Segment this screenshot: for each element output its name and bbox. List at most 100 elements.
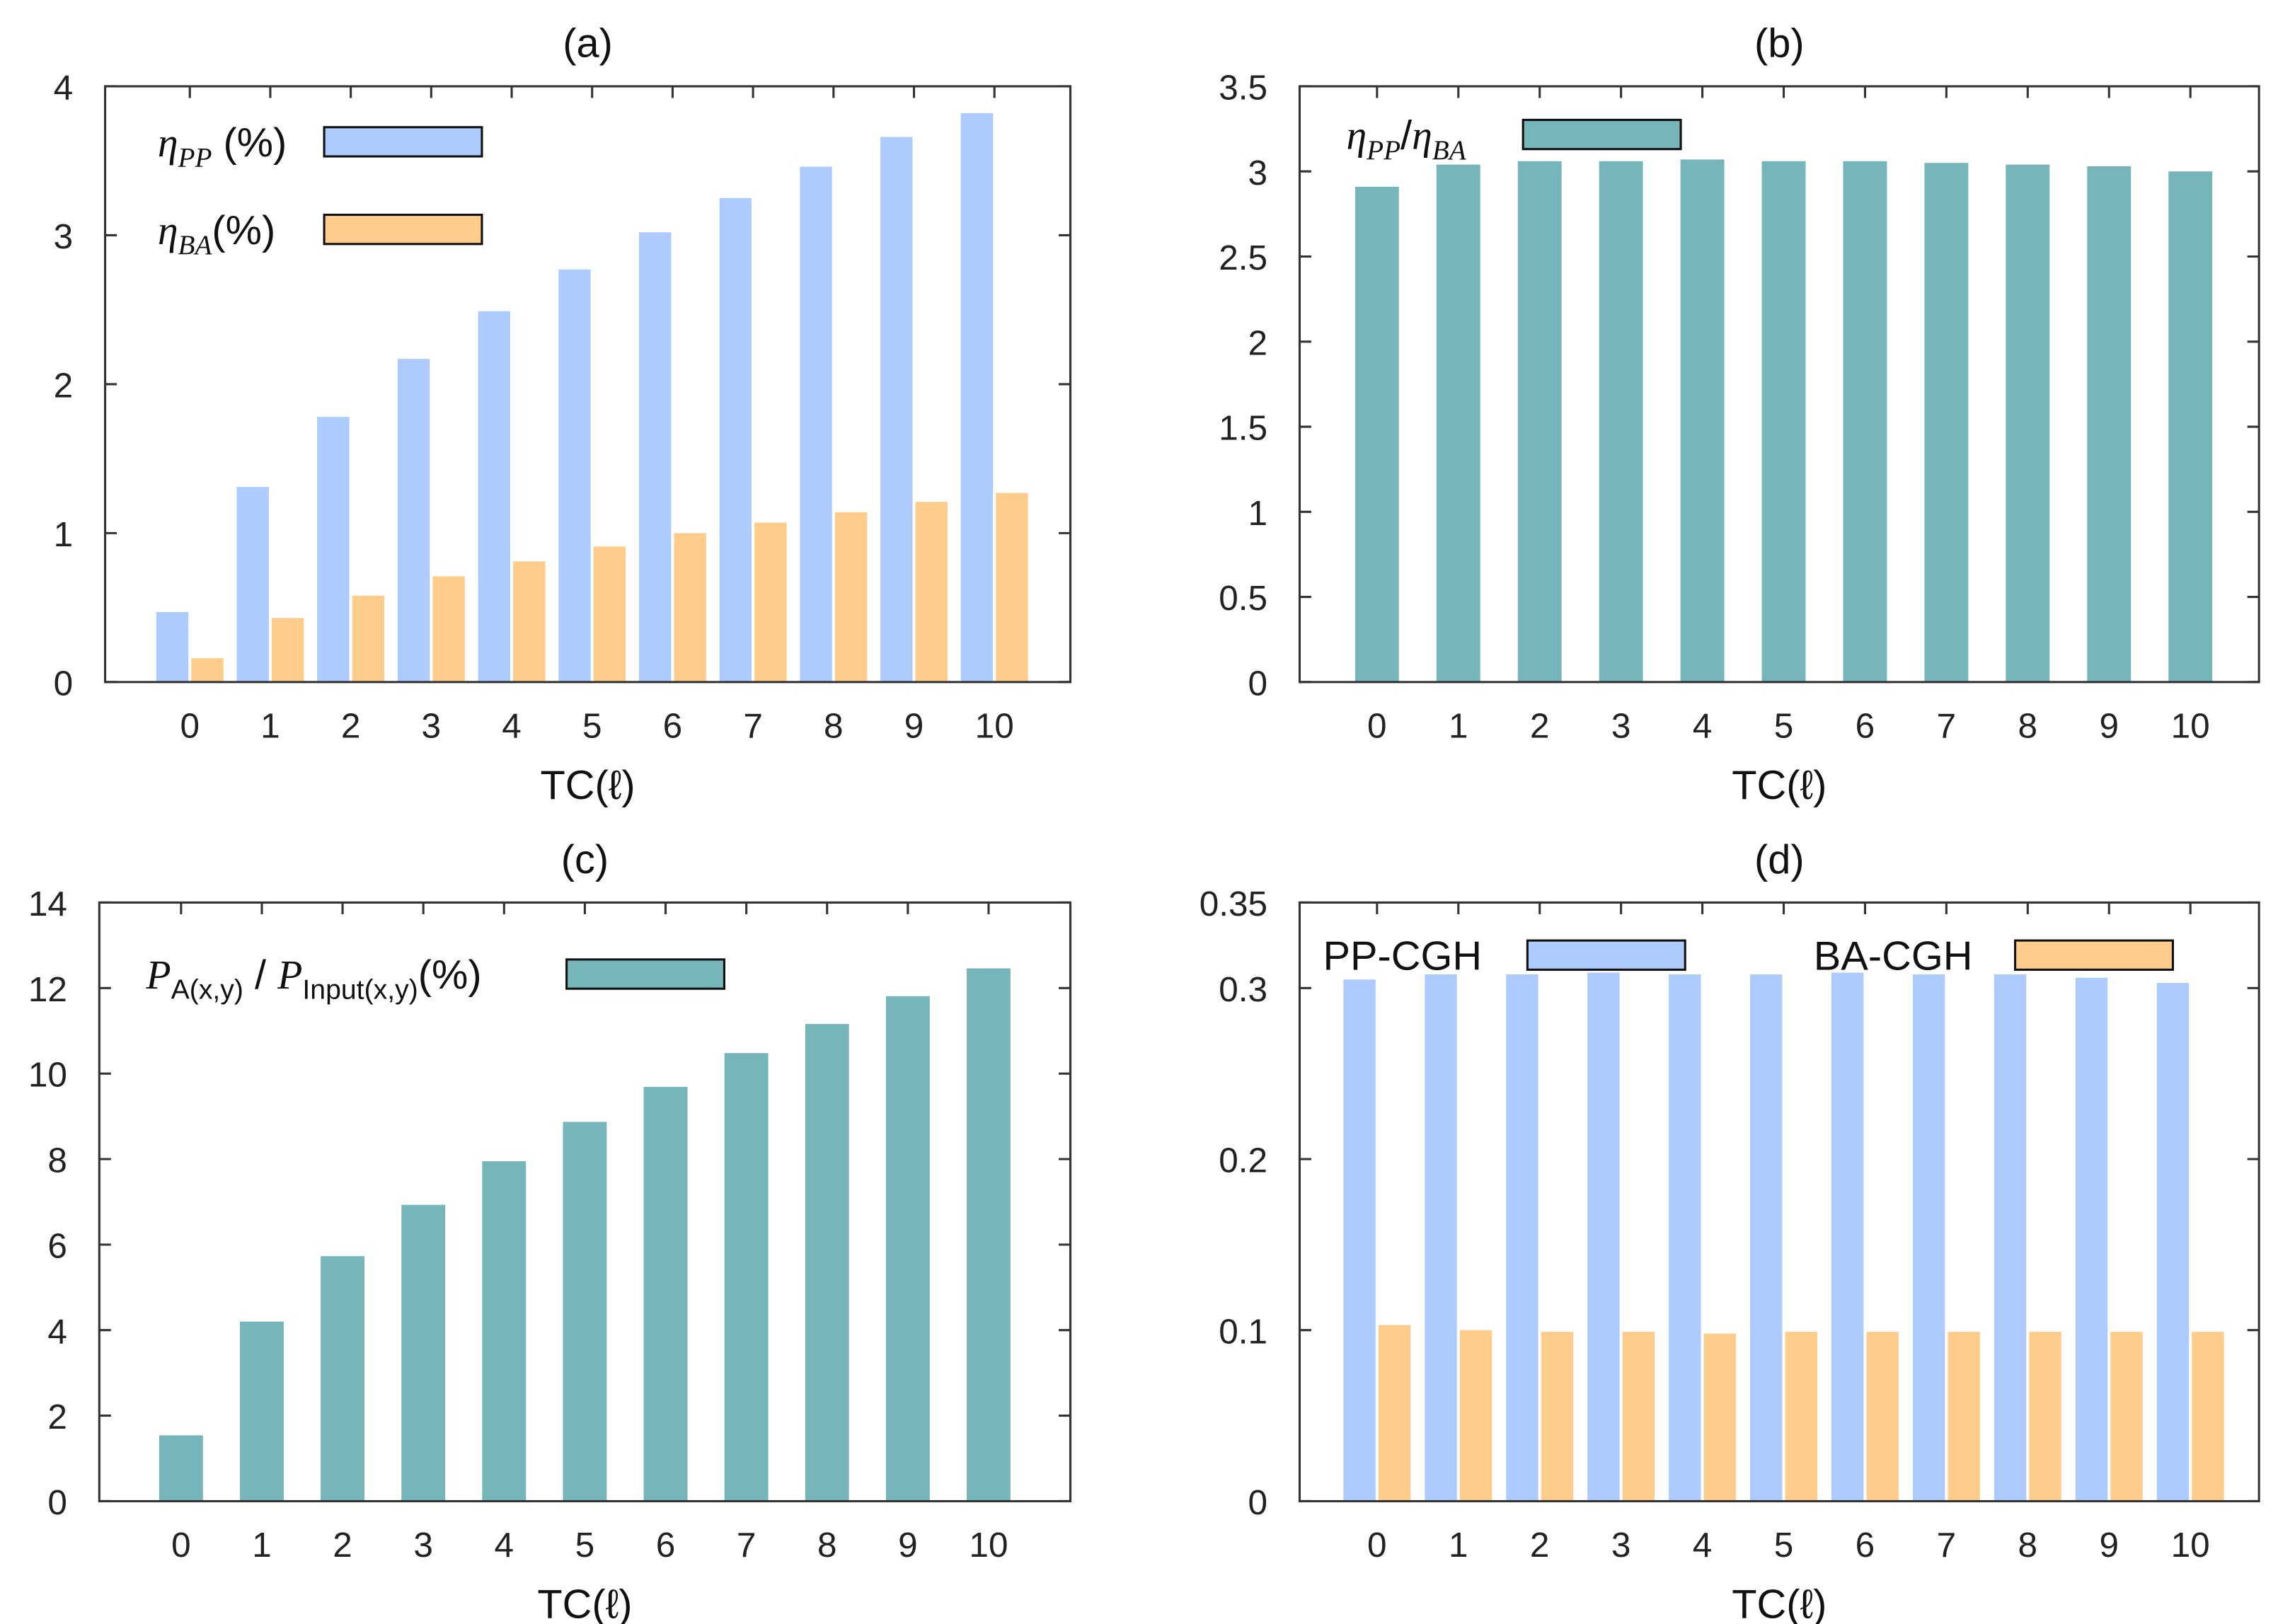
bar-a--PP--9 — [880, 137, 913, 682]
y-tick-label: 0 — [1248, 664, 1268, 703]
x-tick-label: 7 — [743, 706, 763, 745]
panel-title: (d) — [1754, 837, 1805, 882]
bar-d-PP-CGH-2 — [1506, 974, 1538, 1502]
y-tick-label: 1.5 — [1219, 409, 1267, 448]
bar-d-BA-CGH-9 — [2110, 1332, 2143, 1502]
y-tick-label: 0.3 — [1219, 970, 1267, 1009]
x-axis-label: TC(ℓ) — [537, 1582, 632, 1624]
bar-b--PP-BA-9 — [2087, 166, 2132, 682]
legend-label: BA-CGH — [1814, 933, 1973, 979]
legend-label: ηBA(%) — [158, 208, 275, 260]
legend-label: PP-CGH — [1323, 933, 1482, 979]
bar-b--PP-BA-10 — [2168, 171, 2213, 682]
y-tick-label: 12 — [28, 970, 67, 1009]
x-axis-label: TC(ℓ) — [1732, 763, 1827, 808]
bar-c-P-A-x-y-P-Input-x-y--0 — [159, 1435, 203, 1502]
y-tick-label: 4 — [47, 1312, 67, 1351]
bar-d-BA-CGH-8 — [2029, 1332, 2061, 1502]
y-tick-label: 2 — [47, 1398, 67, 1436]
bar-d-BA-CGH-6 — [1866, 1332, 1899, 1502]
y-tick-label: 3.5 — [1219, 69, 1267, 108]
x-tick-label: 3 — [1611, 1526, 1631, 1565]
legend-swatch — [323, 126, 483, 158]
bar-d-BA-CGH-2 — [1541, 1332, 1574, 1502]
y-tick-label: 0.35 — [1200, 885, 1267, 923]
y-tick-label: 0 — [54, 664, 74, 703]
bar-d-PP-CGH-4 — [1669, 974, 1701, 1502]
x-tick-label: 6 — [656, 1526, 676, 1565]
x-tick-label: 7 — [1937, 1526, 1957, 1565]
panel-a: 0 1 2 3 4 0 1 2 3 4 5 6 7 8 9 10 (a) TC(ℓ) ηPP (%) ηBA(%) — [54, 21, 1072, 808]
y-tick-label: 2.5 — [1219, 238, 1267, 277]
bar-d-PP-CGH-6 — [1831, 972, 1864, 1502]
y-tick-label: 3 — [54, 217, 74, 256]
bar-d-BA-CGH-0 — [1378, 1325, 1411, 1502]
bar-a--PP--0 — [156, 611, 189, 682]
panel-title: (b) — [1754, 21, 1805, 67]
x-tick-label: 3 — [1611, 706, 1631, 745]
bar-c-P-A-x-y-P-Input-x-y--5 — [563, 1122, 607, 1502]
legend-swatch — [2014, 939, 2174, 971]
x-tick-label: 4 — [1693, 706, 1713, 745]
y-tick-label: 10 — [28, 1056, 67, 1095]
y-tick-label: 2 — [54, 366, 74, 405]
bar-a--BA--7 — [754, 522, 787, 682]
x-tick-label: 1 — [252, 1526, 272, 1565]
x-tick-label: 2 — [1530, 706, 1550, 745]
x-tick-label: 2 — [333, 1526, 352, 1565]
legend-label: ηPP/ηBA — [1347, 113, 1467, 166]
x-tick-label: 1 — [1449, 706, 1468, 745]
legend-label: PA(x,y) / PInput(x,y)(%) — [145, 952, 481, 1005]
bar-b--PP-BA-1 — [1436, 164, 1480, 682]
bar-a--BA--0 — [191, 658, 224, 682]
legend-swatch — [323, 213, 483, 246]
x-tick-label: 10 — [975, 706, 1014, 745]
bar-d-BA-CGH-1 — [1459, 1330, 1492, 1502]
bar-c-P-A-x-y-P-Input-x-y--2 — [321, 1256, 365, 1502]
x-tick-label: 5 — [582, 706, 602, 745]
x-tick-label: 2 — [1530, 1526, 1550, 1565]
bar-d-PP-CGH-0 — [1343, 979, 1376, 1502]
bar-a--PP--7 — [719, 197, 752, 682]
legend-swatch — [565, 958, 726, 990]
panel-title: (a) — [563, 21, 613, 67]
bar-d-PP-CGH-8 — [1994, 974, 2027, 1502]
y-tick-label: 3 — [1248, 154, 1268, 192]
legend-item: PP-CGH — [1323, 933, 1686, 979]
bar-a--BA--5 — [593, 546, 626, 682]
x-tick-label: 5 — [575, 1526, 595, 1565]
legend-item: ηPP/ηBA — [1347, 113, 1682, 166]
bar-d-BA-CGH-5 — [1785, 1332, 1817, 1502]
bar-b--PP-BA-3 — [1599, 161, 1643, 682]
x-tick-label: 2 — [341, 706, 361, 745]
y-tick-label: 0.2 — [1219, 1141, 1267, 1180]
x-tick-label: 0 — [180, 706, 200, 745]
x-tick-label: 4 — [502, 706, 522, 745]
bar-b--PP-BA-8 — [2006, 164, 2050, 682]
bar-b--PP-BA-4 — [1680, 159, 1725, 682]
y-tick-label: 14 — [28, 885, 67, 923]
y-tick-label: 1 — [54, 515, 74, 554]
y-tick-label: 4 — [54, 69, 74, 108]
x-tick-label: 10 — [969, 1526, 1008, 1565]
x-tick-label: 0 — [171, 1526, 191, 1565]
legend-item: ηPP (%) — [158, 120, 483, 173]
bar-a--BA--10 — [996, 493, 1028, 682]
bar-c-P-A-x-y-P-Input-x-y--7 — [724, 1053, 769, 1502]
panel-b: 0 0.5 1 1.5 2 2.5 3 3.5 0 1 2 3 4 5 6 7 8 9 10 (b) TC(ℓ) ηPP/… — [1219, 21, 2260, 808]
x-tick-label: 9 — [898, 1526, 918, 1565]
x-tick-label: 9 — [2099, 1526, 2119, 1565]
bar-a--PP--1 — [236, 487, 269, 682]
x-tick-label: 8 — [2018, 1526, 2038, 1565]
bar-d-BA-CGH-10 — [2192, 1332, 2224, 1502]
x-tick-label: 3 — [413, 1526, 433, 1565]
x-tick-label: 7 — [1937, 706, 1957, 745]
bar-d-BA-CGH-3 — [1622, 1332, 1655, 1502]
x-tick-label: 1 — [260, 706, 280, 745]
bar-b--PP-BA-2 — [1517, 161, 1562, 682]
y-tick-label: 2 — [1248, 323, 1268, 362]
bar-c-P-A-x-y-P-Input-x-y--6 — [643, 1086, 688, 1502]
bar-c-P-A-x-y-P-Input-x-y--3 — [401, 1204, 446, 1502]
legend-item: PA(x,y) / PInput(x,y)(%) — [145, 952, 726, 1006]
